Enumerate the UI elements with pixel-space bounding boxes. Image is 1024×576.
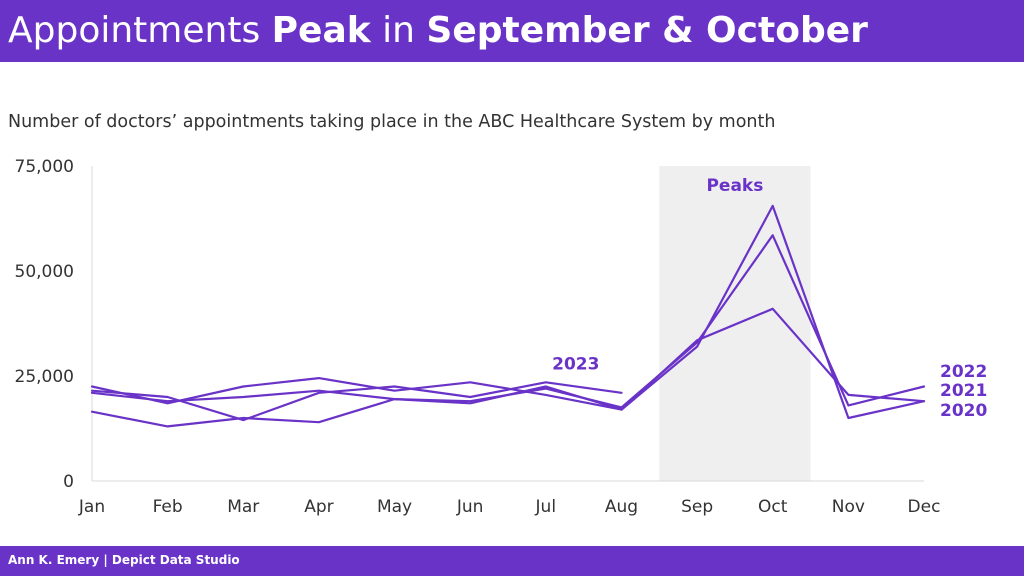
x-tick-label: Nov [832, 497, 865, 517]
x-tick-label: Aug [605, 497, 638, 517]
y-tick-label: 75,000 [15, 157, 74, 177]
title-part-months: September & October [426, 10, 868, 51]
title-part-appointments: Appointments [8, 10, 272, 51]
x-tick-label: Oct [758, 497, 788, 517]
highlight-label: Peaks [706, 176, 763, 196]
footer-credit: Ann K. Emery | Depict Data Studio [0, 546, 1024, 576]
y-tick-label: 0 [63, 472, 74, 492]
series-line-2023 [90, 381, 623, 422]
series-line-2021 [90, 234, 926, 428]
chart-title: Appointments Peak in September & October [0, 0, 1024, 62]
x-tick-label: Dec [908, 497, 941, 517]
x-tick-label: Feb [153, 497, 183, 517]
series-label-2021: 2021 [940, 381, 987, 401]
x-tick-label: Sep [681, 497, 713, 517]
series-label-2023: 2023 [552, 354, 599, 374]
series-label-2022: 2022 [940, 362, 987, 382]
title-part-peak: Peak [271, 10, 371, 51]
x-tick-label: Jan [78, 497, 105, 517]
x-tick-label: Jun [456, 497, 484, 517]
x-tick-label: Apr [304, 497, 333, 517]
series-label-2020: 2020 [940, 401, 987, 421]
y-tick-label: 25,000 [15, 367, 74, 387]
y-tick-label: 50,000 [15, 262, 74, 282]
x-tick-label: May [377, 497, 412, 517]
chart-subtitle: Number of doctors’ appointments taking p… [8, 112, 776, 132]
x-tick-label: Mar [227, 497, 259, 517]
x-tick-label: Jul [535, 497, 557, 517]
title-part-in: in [370, 10, 427, 51]
